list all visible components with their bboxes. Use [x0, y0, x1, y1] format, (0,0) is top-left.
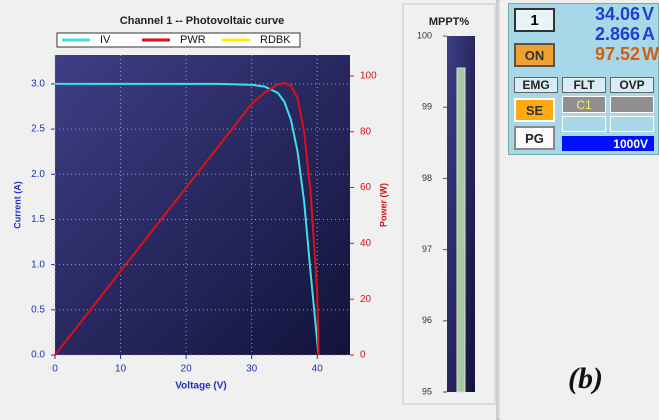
y-tick-label: 2.0 — [31, 169, 45, 180]
y-tick-label: 2.5 — [31, 124, 45, 135]
series-line — [54, 81, 320, 356]
indicator — [610, 116, 654, 132]
y-tick-label: 1.0 — [31, 259, 45, 270]
series-line — [55, 82, 320, 356]
bar — [456, 67, 466, 393]
x-tick-label: 30 — [246, 364, 258, 375]
status-header: EMG — [514, 77, 558, 93]
pg-button[interactable]: PG — [514, 126, 555, 150]
legend-label: PWR — [180, 34, 206, 46]
x-tick-label: 10 — [115, 364, 127, 375]
ovp-indicator — [610, 96, 654, 113]
caption: (b) — [568, 362, 603, 395]
range-display: 1000V — [562, 136, 654, 151]
channel-number: 1 — [514, 8, 555, 32]
status-header: OVP — [610, 77, 654, 93]
y2-axis-label: Power (W) — [378, 183, 388, 227]
y2-tick-label: 20 — [360, 294, 372, 305]
indicator — [562, 116, 606, 132]
y-tick-label: 99 — [422, 102, 432, 112]
x-axis-label: Voltage (V) — [175, 381, 226, 392]
charts: Channel 1 -- Photovoltaic curve Voltage … — [12, 0, 500, 420]
y-tick-label: 0.5 — [31, 304, 45, 315]
chart-title: Channel 1 -- Photovoltaic curve — [120, 15, 284, 27]
y-tick-label: 97 — [422, 244, 432, 254]
readout-unit: W — [642, 43, 659, 64]
legend-label: IV — [100, 34, 111, 46]
x-tick-label: 20 — [181, 364, 193, 375]
status-header: FLT — [562, 77, 606, 93]
readout-value: 2.866 — [594, 23, 640, 44]
readout-value: 97.52 — [594, 43, 640, 64]
y2-tick-label: 80 — [360, 126, 372, 137]
readout-unit: A — [642, 23, 655, 44]
x-tick-label: 0 — [52, 364, 58, 375]
y-tick-label: 98 — [422, 173, 432, 183]
y2-tick-label: 40 — [360, 238, 372, 249]
y2-tick-label: 0 — [360, 350, 366, 361]
y-tick-label: 100 — [417, 30, 432, 40]
legend — [56, 32, 301, 48]
y-tick-label: 0.0 — [31, 350, 45, 361]
on-button[interactable]: ON — [514, 43, 555, 67]
se-button[interactable]: SE — [514, 98, 555, 122]
readout-value: 34.06 — [594, 3, 640, 24]
splitter[interactable] — [496, 0, 500, 420]
readout-unit: V — [642, 3, 655, 24]
plot-area — [55, 55, 350, 355]
y-tick-label: 3.0 — [31, 79, 45, 90]
y-tick-label: 1.5 — [31, 214, 45, 225]
legend-label: RDBK — [260, 34, 291, 46]
mppt-title: MPPT% — [429, 16, 470, 28]
y-tick-label: 96 — [422, 315, 432, 325]
y2-tick-label: 100 — [360, 71, 377, 82]
y-axis-label: Current (A) — [12, 181, 22, 229]
x-tick-label: 40 — [312, 364, 324, 375]
y-tick-label: 95 — [422, 386, 432, 396]
flt-indicator: C1 — [562, 96, 606, 113]
y2-tick-label: 60 — [360, 182, 372, 193]
